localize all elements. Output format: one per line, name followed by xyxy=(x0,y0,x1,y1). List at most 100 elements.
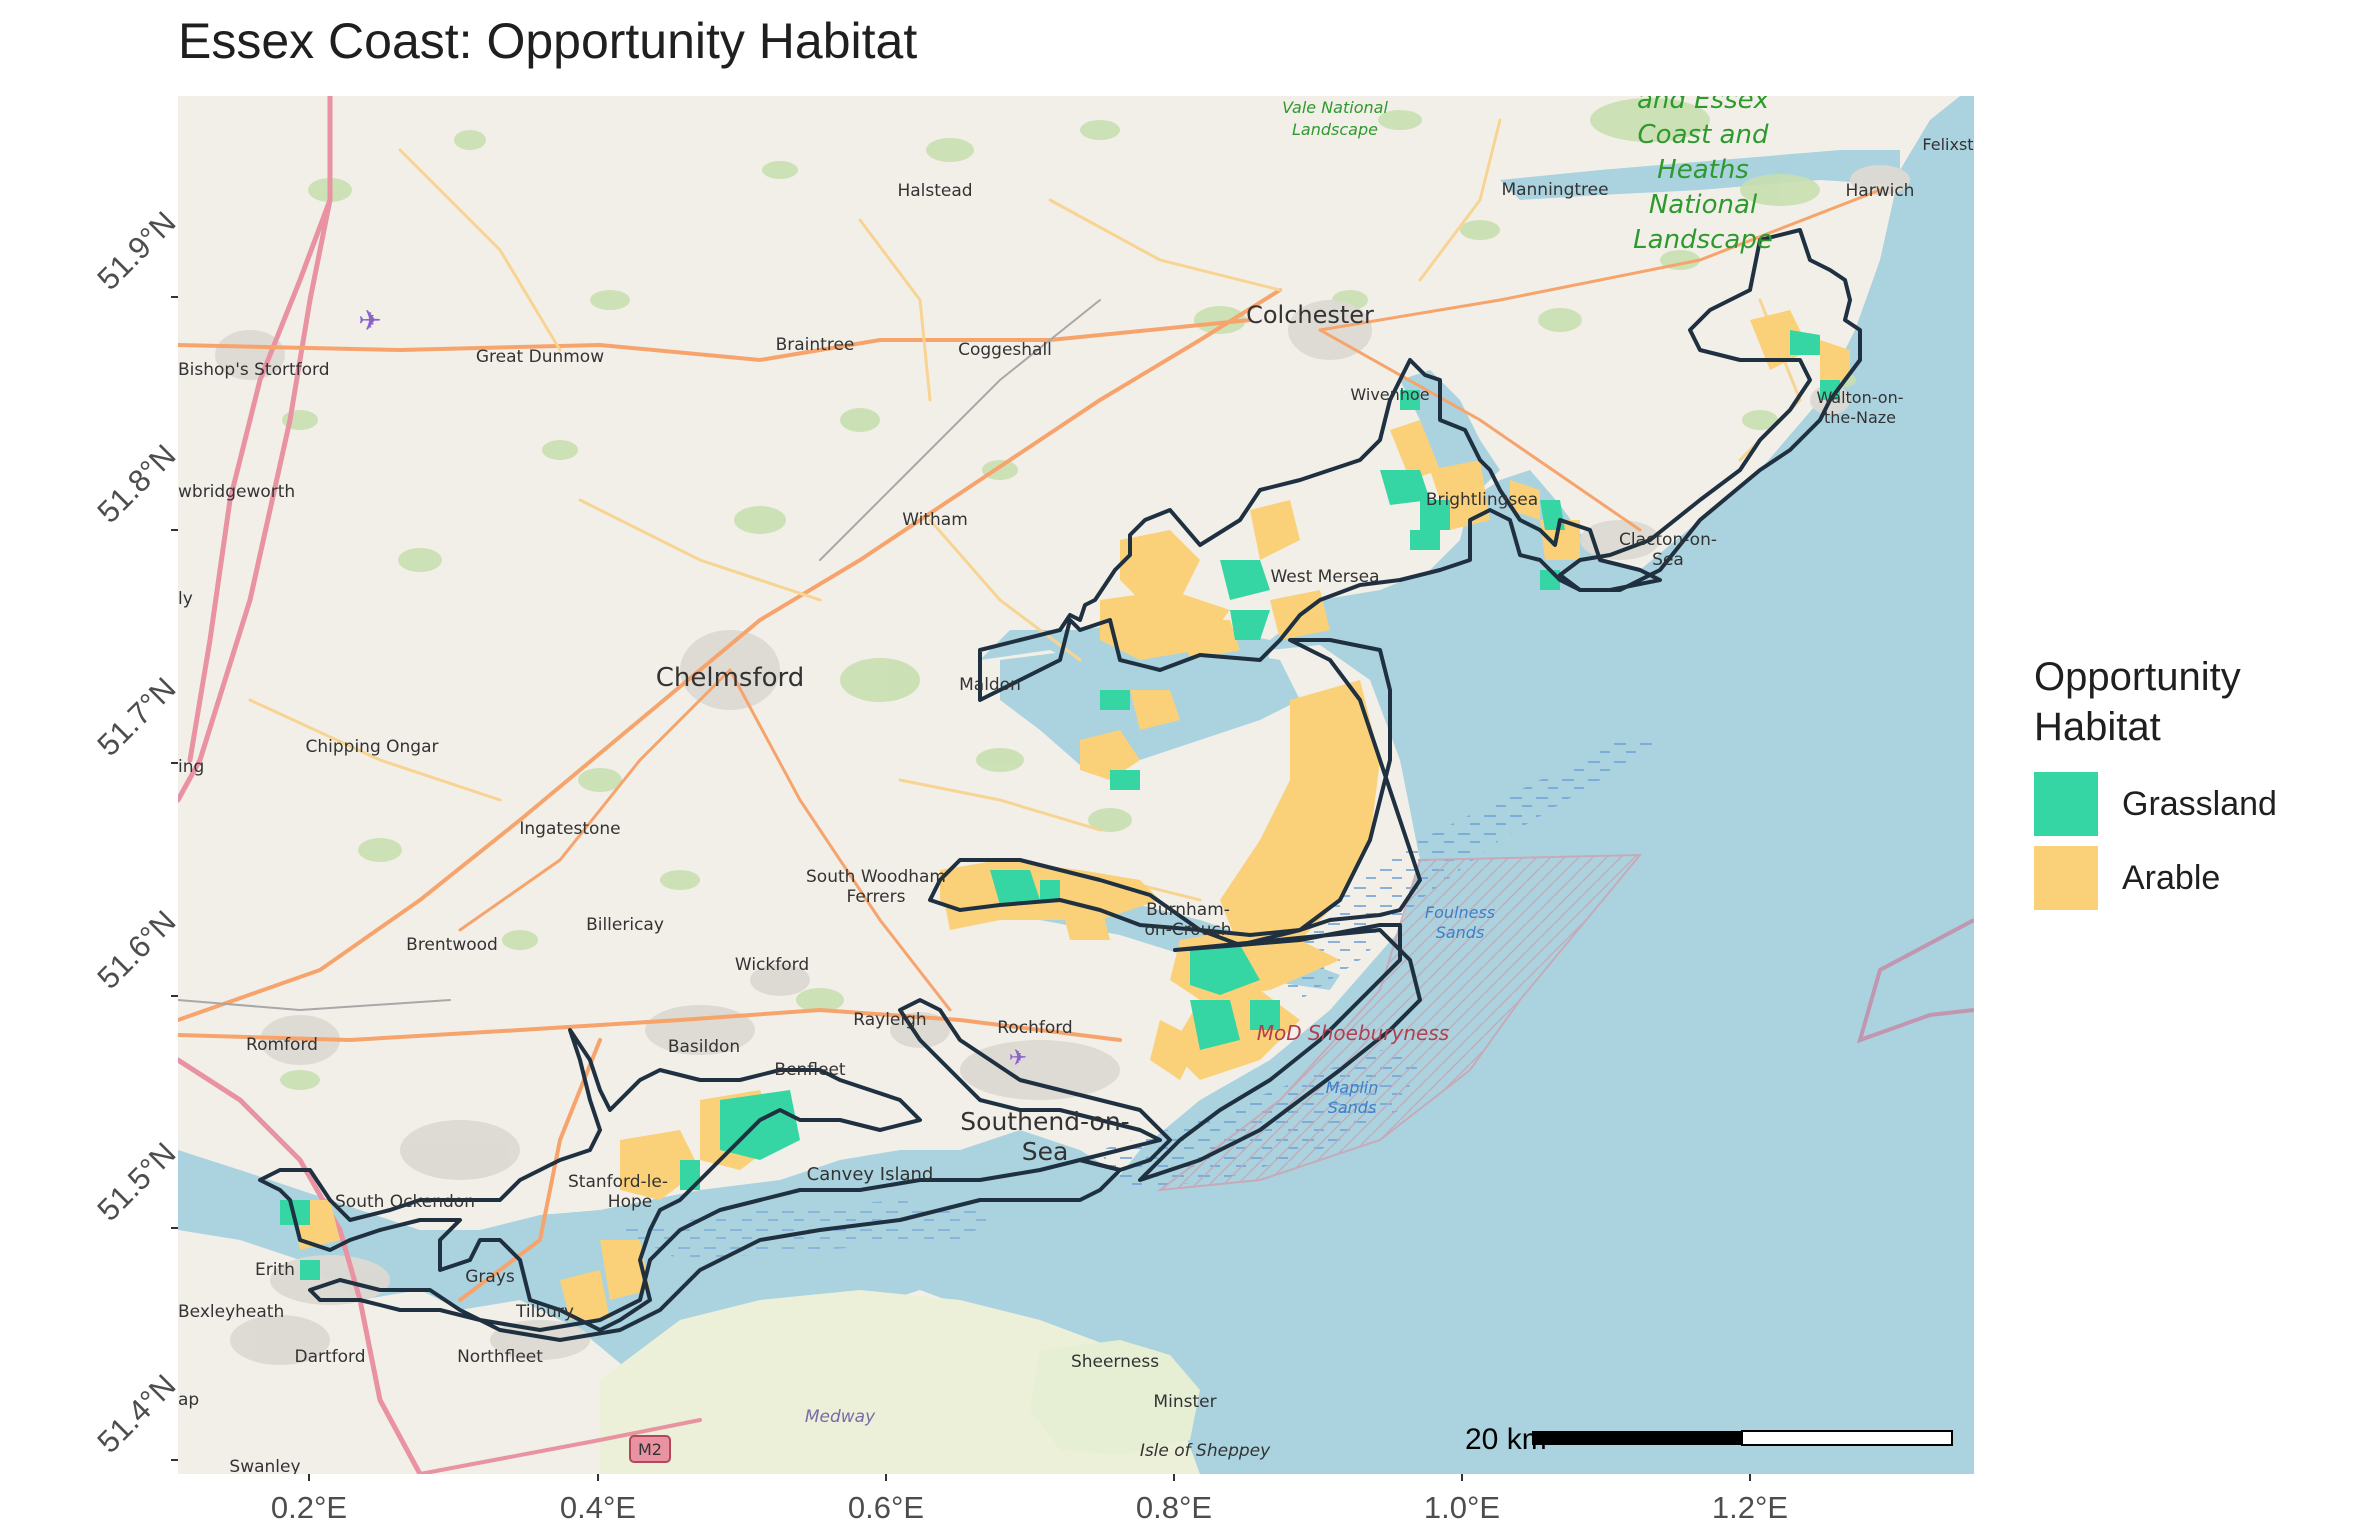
label-ing: ing xyxy=(178,757,204,777)
label-maplin-1: Maplin xyxy=(1326,1078,1379,1097)
label-wivenhoe: Wivenhoe xyxy=(1350,385,1429,404)
label-chipping-ongar: Chipping Ongar xyxy=(306,737,439,757)
label-suffolk-3: Heaths xyxy=(1657,155,1749,185)
label-ingatestone: Ingatestone xyxy=(519,819,620,839)
label-maldon: Maldon xyxy=(959,675,1021,695)
label-west-mersea: West Mersea xyxy=(1270,567,1379,587)
offshore-boundary xyxy=(1857,918,1974,1044)
label-romford: Romford xyxy=(246,1035,318,1055)
y-tick-label: 51.6°N xyxy=(90,904,182,996)
label-northfleet: Northfleet xyxy=(457,1347,543,1367)
legend-key-grassland xyxy=(2034,772,2098,836)
x-axis-labels: 0.2°E 0.4°E 0.6°E 0.8°E 1.0°E 1.2°E xyxy=(271,1490,1788,1525)
label-swanley: Swanley xyxy=(229,1457,300,1477)
label-stanford-2: Hope xyxy=(608,1192,652,1212)
habitat-network-outline xyxy=(258,228,1862,1342)
y-axis-labels: 51.9°N 51.8°N 51.7°N 51.6°N 51.5°N 51.4°… xyxy=(90,205,182,1460)
legend-title-line-2: Habitat xyxy=(2034,705,2161,749)
label-brentwood: Brentwood xyxy=(406,935,498,955)
label-stanford-1: Stanford-le- xyxy=(568,1172,668,1192)
label-dedham-1: Vale National xyxy=(1282,98,1388,117)
label-south-woodham-2: Ferrers xyxy=(847,887,906,907)
urban-areas xyxy=(215,165,1910,1365)
label-great-dunmow: Great Dunmow xyxy=(476,347,604,367)
label-canvey: Canvey Island xyxy=(807,1164,934,1185)
m2-label: M2 xyxy=(638,1440,662,1459)
legend-label-grassland: Grassland xyxy=(2122,784,2277,823)
label-rochford: Rochford xyxy=(997,1018,1072,1038)
label-ap: ap xyxy=(178,1390,199,1410)
label-felixstowe: Felixst xyxy=(1922,135,1973,154)
label-bexleyheath: Bexleyheath xyxy=(178,1302,284,1322)
x-tick-label: 0.2°E xyxy=(271,1490,347,1525)
label-foulness-1: Foulness xyxy=(1425,903,1495,922)
label-sheerness: Sheerness xyxy=(1071,1352,1159,1372)
label-manningtree: Manningtree xyxy=(1501,180,1608,200)
label-southend-2: Sea xyxy=(1022,1137,1069,1166)
label-rayleigh: Rayleigh xyxy=(853,1010,926,1030)
label-basildon: Basildon xyxy=(668,1037,740,1057)
label-tilbury: Tilbury xyxy=(515,1302,574,1322)
label-chelmsford: Chelmsford xyxy=(656,663,805,693)
label-suffolk-5: Landscape xyxy=(1633,225,1773,255)
label-medway: Medway xyxy=(805,1407,876,1427)
y-tick-label: 51.9°N xyxy=(90,205,182,297)
label-brightlingsea: Brightlingsea xyxy=(1426,490,1538,510)
label-suffolk-2: Coast and xyxy=(1638,120,1769,150)
legend-title: Opportunity Habitat xyxy=(2034,652,2294,752)
x-tick-label: 1.0°E xyxy=(1424,1490,1500,1525)
label-witham: Witham xyxy=(902,510,968,530)
place-labels: Colchester Chelmsford Maldon Witham Brai… xyxy=(178,96,1974,1477)
label-billericay: Billericay xyxy=(586,915,664,935)
sea-area xyxy=(178,96,1974,1474)
label-ly: ly xyxy=(178,589,193,609)
label-foulness-2: Sands xyxy=(1436,923,1485,942)
x-tick-label: 1.2°E xyxy=(1712,1490,1788,1525)
grassland-habitat xyxy=(280,330,1840,1280)
label-isle-of-sheppey: Isle of Sheppey xyxy=(1140,1441,1271,1461)
x-tick-label: 0.6°E xyxy=(848,1490,924,1525)
legend-item-grassland: Grassland xyxy=(2034,772,2277,836)
label-clacton-1: Clacton-on- xyxy=(1619,530,1717,550)
legend-label-arable: Arable xyxy=(2122,858,2221,897)
legend-title-line-1: Opportunity xyxy=(2034,655,2241,699)
sheppey xyxy=(1030,1340,1200,1455)
label-coggeshall: Coggeshall xyxy=(958,340,1052,360)
scale-bar-label: 20 km xyxy=(1465,1423,1547,1456)
legend-item-arable: Arable xyxy=(2034,846,2220,910)
southend-airport-icon: ✈ xyxy=(1009,1046,1027,1071)
label-suffolk-4: National xyxy=(1649,190,1758,220)
label-dedham-2: Landscape xyxy=(1292,120,1378,139)
label-colchester: Colchester xyxy=(1246,301,1374,329)
x-tick-label: 0.8°E xyxy=(1136,1490,1212,1525)
label-walton-2: the-Naze xyxy=(1824,408,1896,427)
label-braintree: Braintree xyxy=(776,335,855,355)
label-clacton-2: Sea xyxy=(1652,550,1684,570)
label-halstead: Halstead xyxy=(897,181,972,201)
label-walton-1: Walton-on- xyxy=(1816,388,1903,407)
label-bishops-stortford: Bishop's Stortford xyxy=(178,360,330,380)
label-dartford: Dartford xyxy=(294,1347,365,1367)
scale-bar: 20 km xyxy=(1465,1423,1953,1456)
label-burnham-1: Burnham- xyxy=(1146,900,1230,920)
roads xyxy=(178,96,1882,1474)
label-grays: Grays xyxy=(465,1267,515,1287)
label-mod-shoeburyness: MoD Shoeburyness xyxy=(1257,1021,1449,1045)
label-southend-1: Southend-on- xyxy=(960,1107,1129,1136)
legend-key-arable xyxy=(2034,846,2098,910)
y-tick-label: 51.8°N xyxy=(90,438,182,530)
y-tick-label: 51.5°N xyxy=(90,1136,182,1228)
y-tick-label: 51.7°N xyxy=(90,671,182,763)
stour-estuary xyxy=(1500,150,1900,200)
stansted-airport-icon: ✈ xyxy=(358,304,381,337)
label-erith: Erith xyxy=(255,1260,295,1280)
m2-road-shield: M2 xyxy=(629,1435,671,1463)
label-burnham-2: on-Crouch xyxy=(1144,920,1231,940)
label-sawbridgeworth: wbridgeworth xyxy=(178,482,295,502)
label-south-woodham-1: South Woodham xyxy=(806,867,946,887)
map-title: Essex Coast: Opportunity Habitat xyxy=(178,13,918,69)
label-wickford: Wickford xyxy=(735,955,809,975)
map-panel: Colchester Chelmsford Maldon Witham Brai… xyxy=(178,96,1974,1477)
label-minster: Minster xyxy=(1153,1392,1216,1412)
